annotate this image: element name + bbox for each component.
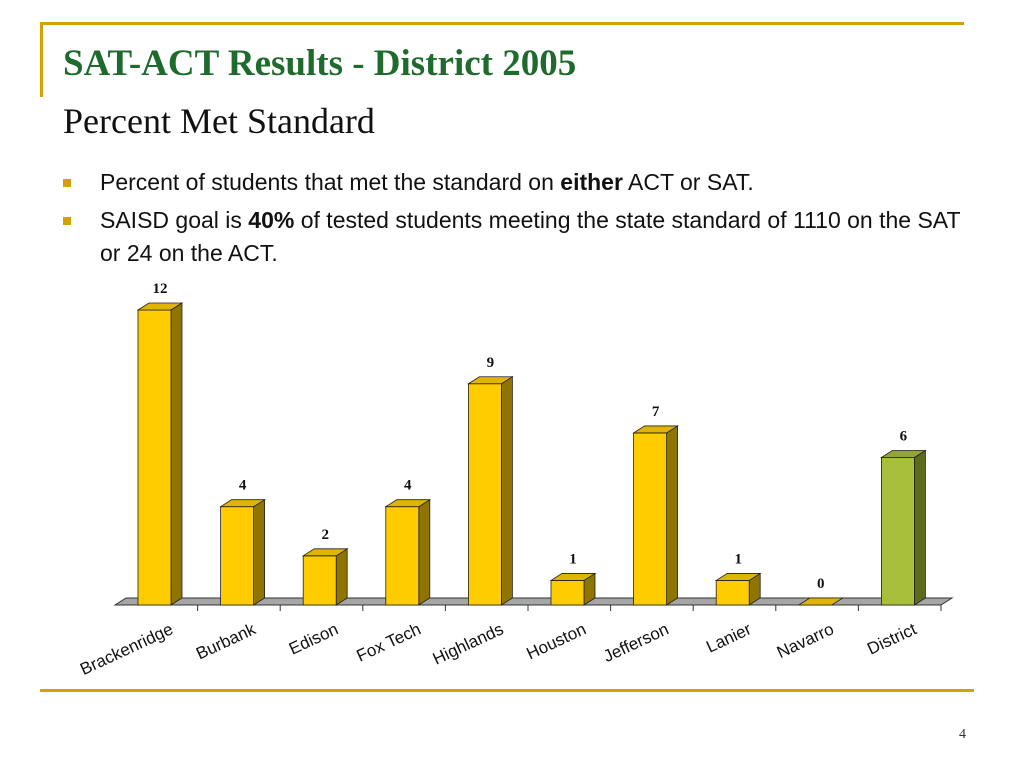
bullet-text-bold: 40% <box>248 207 295 233</box>
square-bullet-icon <box>63 179 71 187</box>
bar <box>220 506 255 606</box>
bar-side <box>666 425 678 606</box>
bullet-text-end: ACT or SAT. <box>622 169 754 195</box>
data-label: 1 <box>734 551 742 567</box>
data-label: 4 <box>404 478 412 494</box>
bar-side <box>914 449 926 606</box>
bar <box>550 580 585 606</box>
category-label: Houston <box>524 619 589 663</box>
category-label: District <box>864 619 919 658</box>
frame-top-rule <box>40 22 964 25</box>
data-label: 2 <box>321 527 329 543</box>
frame-bottom-rule <box>40 689 974 692</box>
bullet-item: Percent of students that met the standar… <box>63 166 963 199</box>
bar <box>137 309 172 606</box>
data-label: 7 <box>652 404 660 420</box>
bar-top <box>549 573 597 581</box>
category-label: Navarro <box>774 619 837 662</box>
slide-title: SAT-ACT Results - District 2005 <box>63 43 577 84</box>
bar-top <box>797 597 845 606</box>
bar <box>633 432 667 606</box>
bar-top <box>632 425 679 434</box>
bar-top <box>880 450 927 458</box>
data-label: 6 <box>900 429 908 445</box>
bar <box>881 457 915 606</box>
square-bullet-icon <box>63 217 71 225</box>
bar-side <box>418 498 431 606</box>
category-label: Highlands <box>430 619 507 668</box>
page-number: 4 <box>959 727 966 742</box>
data-label: 12 <box>153 281 168 297</box>
bar-top <box>219 499 266 508</box>
bar-side <box>335 548 348 606</box>
data-label: 1 <box>569 551 577 567</box>
bullet-item: SAISD goal is 40% of tested students mee… <box>63 204 963 270</box>
category-label: Edison <box>286 619 341 658</box>
frame-left-rule <box>40 22 43 97</box>
bar-side <box>253 498 266 606</box>
bar <box>467 383 502 606</box>
category-label: Burbank <box>193 619 259 663</box>
category-label: Lanier <box>703 619 754 656</box>
data-label: 0 <box>817 576 825 592</box>
bullet-list: Percent of students that met the standar… <box>63 166 963 275</box>
bar-side <box>170 302 183 606</box>
data-label: 9 <box>487 355 495 371</box>
category-label: Fox Tech <box>354 619 424 665</box>
bar-top <box>384 499 432 508</box>
bullet-text-start: SAISD goal is <box>100 207 249 233</box>
slide-subtitle: Percent Met Standard <box>63 101 375 141</box>
bullet-text-start: Percent of students that met the standar… <box>100 169 561 195</box>
bar-top <box>467 376 514 385</box>
bar-top <box>136 302 184 311</box>
bar <box>302 555 337 606</box>
bar <box>385 506 420 606</box>
data-label: 4 <box>239 478 247 494</box>
bar-top <box>301 548 349 557</box>
bar-top <box>714 573 762 581</box>
category-label: Brackenridge <box>77 619 176 679</box>
category-label: Jefferson <box>600 619 671 666</box>
bar <box>715 580 750 606</box>
bullet-text-bold: either <box>560 169 623 195</box>
bar-side <box>500 376 513 606</box>
bullet-text-end: of tested students meeting the state sta… <box>100 207 961 266</box>
